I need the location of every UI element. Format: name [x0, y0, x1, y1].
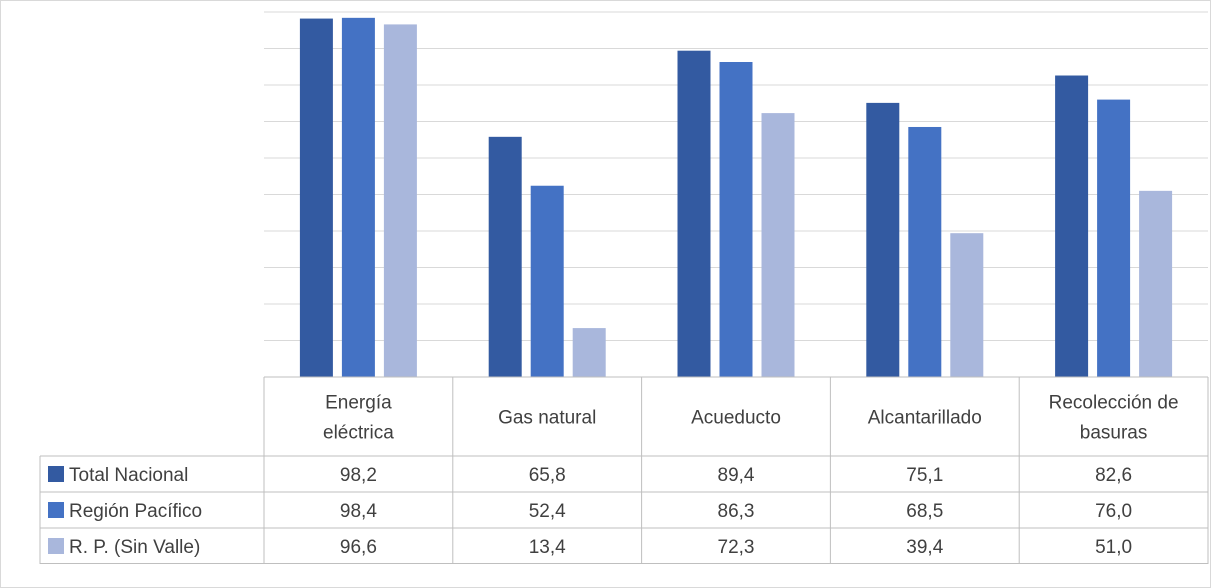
data-label: 98,4	[340, 501, 377, 522]
bar	[677, 50, 711, 377]
data-label: 39,4	[906, 537, 943, 558]
bars	[299, 17, 1173, 378]
legend-label: Total Nacional	[69, 465, 188, 486]
legend-swatch	[48, 502, 64, 518]
bar	[530, 185, 564, 377]
legend-swatch	[48, 466, 64, 482]
legend-swatch	[48, 538, 64, 554]
tick-label: Recolección de	[1049, 393, 1179, 414]
bar	[950, 233, 984, 377]
data-label: 82,6	[1095, 465, 1132, 486]
data-table: Energía eléctrica Gas natural Acueducto Alca…	[39, 376, 1209, 564]
data-label: 98,2	[340, 465, 377, 486]
legend-label: R. P. (Sin Valle)	[69, 537, 200, 558]
data-label: 52,4	[529, 501, 566, 522]
bar	[761, 113, 795, 377]
bar	[719, 62, 753, 377]
bar	[1055, 75, 1089, 377]
bar	[1139, 190, 1173, 377]
data-label: 75,1	[906, 465, 943, 486]
bar	[908, 126, 942, 377]
bar	[866, 102, 900, 377]
data-label: 76,0	[1095, 501, 1132, 522]
data-label: 13,4	[529, 537, 566, 558]
bar	[572, 328, 606, 377]
tick-label: basuras	[1080, 423, 1148, 444]
bar	[488, 136, 522, 377]
data-label: 68,5	[906, 501, 943, 522]
tick-label: eléctrica	[323, 423, 394, 444]
data-label: 51,0	[1095, 537, 1132, 558]
data-label: 86,3	[718, 501, 755, 522]
tick-label: Alcantarillado	[868, 408, 982, 429]
bar	[299, 18, 333, 377]
tick-label: Energía	[325, 393, 392, 414]
bar	[1097, 99, 1131, 377]
bar	[341, 17, 375, 378]
data-label: 65,8	[529, 465, 566, 486]
data-label: 72,3	[718, 537, 755, 558]
legend-label: Región Pacífico	[69, 501, 202, 522]
tick-label: Gas natural	[498, 408, 596, 429]
tick-label: Acueducto	[691, 408, 781, 429]
data-label: 96,6	[340, 537, 377, 558]
data-label: 89,4	[718, 465, 755, 486]
bar	[383, 24, 417, 377]
